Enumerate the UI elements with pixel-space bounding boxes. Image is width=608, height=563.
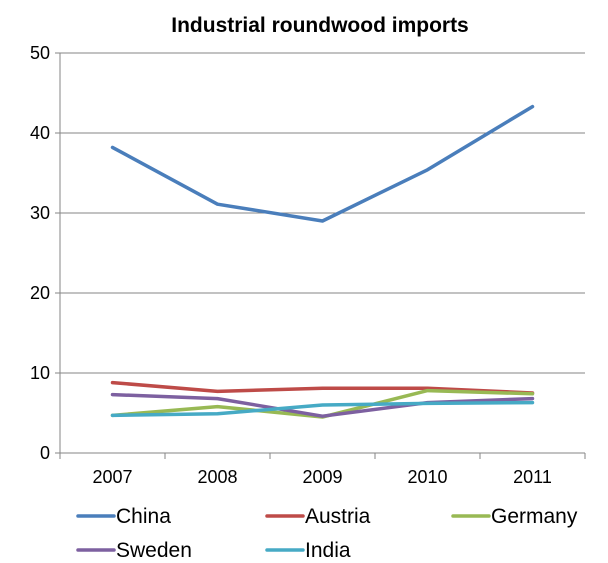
chart-title: Industrial roundwood imports: [171, 14, 469, 37]
data-point-china-2010: [426, 168, 429, 171]
legend-label: China: [116, 505, 171, 528]
legend-item-austria: Austria: [265, 505, 371, 528]
data-point-india-2010: [426, 402, 429, 405]
data-point-sweden-2009: [321, 415, 324, 418]
y-tick-label: 40: [30, 123, 50, 143]
legend-item-india: India: [265, 539, 351, 562]
data-point-china-2009: [321, 220, 324, 223]
data-point-sweden-2011: [531, 397, 534, 400]
y-tick-label: 20: [30, 283, 50, 303]
legend-label: Sweden: [116, 539, 192, 562]
x-tick-label: 2008: [197, 467, 237, 487]
x-tick-label: 2009: [302, 467, 342, 487]
axes: 0 10 20 30 40 50 2007 2008 2009 2010 2011: [30, 43, 586, 487]
legend-item-sweden: Sweden: [76, 539, 192, 562]
data-point-india-2007: [111, 414, 114, 417]
x-tick-label: 2007: [92, 467, 132, 487]
legend: China Austria Germany Sweden India: [76, 505, 578, 562]
legend-label: Germany: [491, 505, 578, 528]
series-line-sweden: [110, 392, 535, 418]
y-tick-label: 50: [30, 43, 50, 63]
y-tick-label: 0: [40, 443, 50, 463]
legend-label: India: [305, 539, 351, 562]
legend-label: Austria: [305, 505, 371, 528]
legend-item-germany: Germany: [451, 505, 578, 528]
data-point-china-2011: [531, 105, 534, 108]
data-point-sweden-2007: [111, 393, 114, 396]
x-tick-label: 2010: [407, 467, 447, 487]
series-lines: [110, 104, 535, 419]
data-point-germany-2008: [216, 405, 219, 408]
data-point-germany-2010: [426, 389, 429, 392]
data-point-austria-2008: [216, 390, 219, 393]
data-point-china-2008: [216, 203, 219, 206]
gridlines: [60, 52, 585, 374]
data-point-germany-2011: [531, 392, 534, 395]
data-point-china-2007: [111, 146, 114, 149]
data-point-india-2008: [216, 412, 219, 415]
y-tick-label: 10: [30, 363, 50, 383]
x-tick-label: 2011: [513, 467, 552, 487]
data-point-austria-2007: [111, 381, 114, 384]
data-point-austria-2009: [321, 387, 324, 390]
data-point-sweden-2008: [216, 397, 219, 400]
data-point-india-2011: [531, 401, 534, 404]
series-line-china: [110, 104, 535, 223]
y-tick-label: 30: [30, 203, 50, 223]
legend-item-china: China: [76, 505, 171, 528]
series-line-austria: [110, 380, 535, 395]
series-line-india: [110, 400, 535, 418]
data-point-india-2009: [321, 404, 324, 407]
